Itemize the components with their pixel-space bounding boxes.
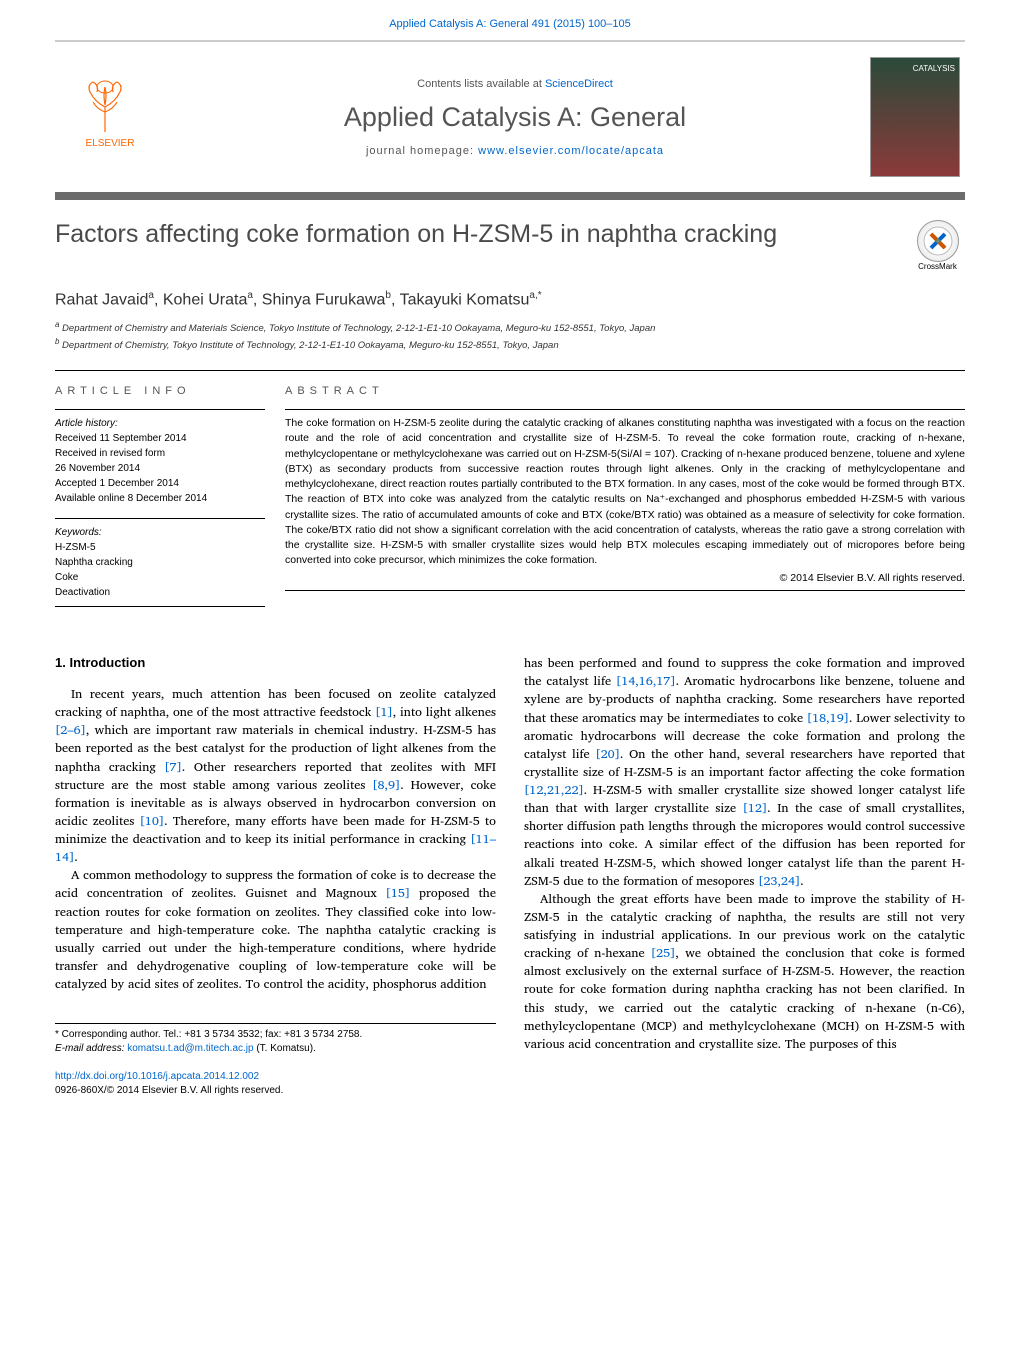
affiliations: a Department of Chemistry and Materials … — [55, 319, 965, 352]
citation-link[interactable]: [1] — [375, 702, 393, 722]
revised-date: 26 November 2014 — [55, 461, 265, 476]
online-date: Available online 8 December 2014 — [55, 491, 265, 506]
abstract-copyright: © 2014 Elsevier B.V. All rights reserved… — [285, 572, 965, 584]
homepage-line: journal homepage: www.elsevier.com/locat… — [175, 145, 855, 157]
keyword: H-ZSM-5 — [55, 540, 265, 555]
body-column-left: 1. Introduction In recent years, much at… — [55, 654, 496, 1056]
citation-link[interactable]: [7] — [164, 757, 182, 777]
body-paragraph: Although the great efforts have been mad… — [524, 890, 965, 1053]
homepage-link[interactable]: www.elsevier.com/locate/apcata — [478, 145, 664, 157]
article-history: Article history: Received 11 September 2… — [55, 409, 265, 506]
crossmark-label: CrossMark — [918, 262, 957, 271]
header-journal-ref: Applied Catalysis A: General 491 (2015) … — [0, 0, 1020, 40]
corresponding-email-link[interactable]: komatsu.t.ad@m.titech.ac.jp — [127, 1043, 253, 1054]
article-info-header: ARTICLE INFO — [55, 385, 265, 397]
publisher-logo-block: ELSEVIER — [55, 77, 165, 157]
contents-prefix: Contents lists available at — [417, 78, 545, 90]
contents-line: Contents lists available at ScienceDirec… — [175, 78, 855, 90]
received-date: Received 11 September 2014 — [55, 431, 265, 446]
citation-link[interactable]: [25] — [651, 943, 676, 963]
crossmark-icon — [917, 220, 959, 262]
journal-name: Applied Catalysis A: General — [175, 102, 855, 133]
elsevier-tree-icon — [75, 77, 135, 132]
body-paragraph: A common methodology to suppress the for… — [55, 866, 496, 993]
citation-link[interactable]: [14,16,17] — [616, 671, 676, 691]
section-heading: 1. Introduction — [55, 654, 496, 673]
accepted-date: Accepted 1 December 2014 — [55, 476, 265, 491]
affiliation-a: a Department of Chemistry and Materials … — [55, 319, 965, 335]
history-label: Article history: — [55, 416, 265, 431]
corresponding-author-footnote: * Corresponding author. Tel.: +81 3 5734… — [55, 1023, 496, 1056]
email-who: (T. Komatsu). — [254, 1043, 316, 1054]
banner-center: Contents lists available at ScienceDirec… — [165, 78, 865, 157]
journal-ref-link[interactable]: Applied Catalysis A: General 491 (2015) … — [389, 18, 631, 30]
doi-link[interactable]: http://dx.doi.org/10.1016/j.apcata.2014.… — [55, 1071, 259, 1082]
citation-link[interactable]: [12] — [743, 798, 768, 818]
paper-title: Factors affecting coke formation on H-ZS… — [55, 220, 890, 249]
email-line: E-mail address: komatsu.t.ad@m.titech.ac… — [55, 1042, 496, 1056]
body-paragraph: In recent years, much attention has been… — [55, 685, 496, 866]
abstract-column: ABSTRACT The coke formation on H-ZSM-5 z… — [285, 371, 965, 619]
citation-link[interactable]: [2–6] — [55, 720, 86, 740]
keyword: Coke — [55, 570, 265, 585]
citation-link[interactable]: [20] — [595, 744, 620, 764]
elsevier-label: ELSEVIER — [75, 138, 145, 149]
abstract-text: The coke formation on H-ZSM-5 zeolite du… — [285, 409, 965, 568]
crossmark-badge[interactable]: CrossMark — [910, 220, 965, 275]
body-columns: 1. Introduction In recent years, much at… — [55, 654, 965, 1056]
journal-banner: ELSEVIER Contents lists available at Sci… — [55, 40, 965, 200]
elsevier-logo[interactable]: ELSEVIER — [75, 77, 145, 157]
email-label: E-mail address: — [55, 1043, 127, 1054]
cover-thumbnail-block: CATALYSIS — [865, 52, 965, 182]
homepage-prefix: journal homepage: — [366, 145, 478, 157]
authors-line: Rahat Javaida, Kohei Urataa, Shinya Furu… — [55, 290, 965, 309]
affiliation-b: b Department of Chemistry, Tokyo Institu… — [55, 336, 965, 352]
keywords-label: Keywords: — [55, 525, 265, 540]
journal-cover-thumbnail[interactable]: CATALYSIS — [870, 57, 960, 177]
citation-link[interactable]: [10] — [140, 811, 165, 831]
issn-copyright: 0926-860X/© 2014 Elsevier B.V. All right… — [55, 1084, 965, 1098]
body-column-right: has been performed and found to suppress… — [524, 654, 965, 1056]
keywords-block: Keywords: H-ZSM-5 Naphtha cracking Coke … — [55, 518, 265, 607]
citation-link[interactable]: [18,19] — [807, 708, 849, 728]
citation-link[interactable]: [8,9] — [372, 775, 400, 795]
revised-label: Received in revised form — [55, 446, 265, 461]
citation-link[interactable]: [23,24] — [758, 871, 800, 891]
citation-link[interactable]: [11–14] — [55, 829, 496, 867]
divider — [285, 590, 965, 591]
keyword: Deactivation — [55, 585, 265, 600]
sciencedirect-link[interactable]: ScienceDirect — [545, 78, 613, 90]
keyword: Naphtha cracking — [55, 555, 265, 570]
body-paragraph: has been performed and found to suppress… — [524, 654, 965, 890]
abstract-header: ABSTRACT — [285, 385, 965, 397]
doi-block: http://dx.doi.org/10.1016/j.apcata.2014.… — [55, 1070, 965, 1098]
article-info-column: ARTICLE INFO Article history: Received 1… — [55, 371, 285, 619]
citation-link[interactable]: [12,21,22] — [524, 780, 584, 800]
cover-label: CATALYSIS — [913, 64, 955, 73]
corresponding-line: * Corresponding author. Tel.: +81 3 5734… — [55, 1028, 496, 1042]
citation-link[interactable]: [15] — [386, 883, 411, 903]
